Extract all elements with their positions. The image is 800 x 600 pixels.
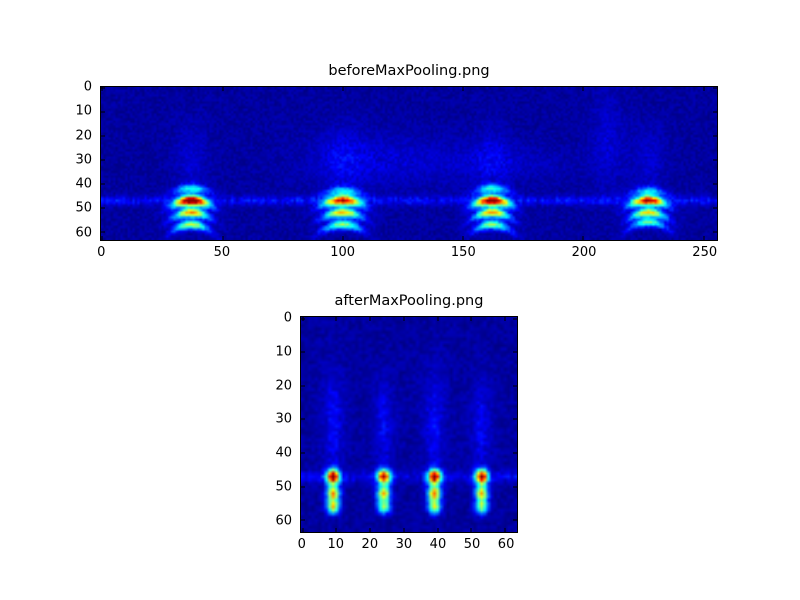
- y-tick-label: 30: [275, 411, 292, 427]
- x-tick-label: 30: [395, 537, 413, 552]
- x-axis-before: 0 50 100 150 200 250: [97, 240, 718, 264]
- y-tick-mark: [513, 452, 517, 454]
- y-tick-label: 40: [275, 445, 292, 461]
- y-tick-mark: [101, 111, 105, 113]
- x-tick-mark: [222, 236, 224, 240]
- heatmap-plot-after: 0 10 20 30 40 50 60 0 10 20 30 40 50 60: [275, 310, 518, 552]
- y-tick-label: 50: [275, 479, 292, 495]
- x-tick-label: 50: [213, 245, 231, 260]
- y-tick-mark: [101, 183, 105, 185]
- y-tick-mark: [513, 351, 517, 353]
- heatmap-canvas-after: [301, 317, 517, 532]
- y-tick-label: 60: [275, 513, 292, 529]
- heatmap-plot-before: 0 10 20 30 40 50 60 0 50 100 150 200 250: [75, 80, 718, 260]
- y-tick-mark: [301, 351, 305, 353]
- y-tick-mark: [301, 385, 305, 387]
- x-tick-mark: [342, 236, 344, 240]
- x-tick-label: 20: [361, 537, 379, 552]
- x-tick-label: 0: [297, 537, 306, 552]
- y-tick-mark: [101, 159, 105, 161]
- y-tick-label: 0: [283, 310, 292, 326]
- x-tick-mark: [403, 528, 405, 532]
- x-tick-mark: [369, 528, 371, 532]
- y-tick-mark: [713, 87, 717, 89]
- x-tick-label: 100: [330, 245, 356, 260]
- x-tick-mark: [302, 528, 304, 532]
- y-tick-label: 20: [275, 378, 292, 393]
- x-tick-mark: [504, 528, 506, 532]
- x-tick-mark: [335, 317, 337, 321]
- y-tick-mark: [301, 486, 305, 488]
- y-tick-label: 30: [75, 152, 92, 168]
- y-axis-before: 0 10 20 30 40 50 60: [55, 80, 101, 241]
- y-tick-label: 10: [275, 344, 292, 360]
- x-tick-mark: [335, 528, 337, 532]
- y-axis-after: 0 10 20 30 40 50 60: [255, 310, 301, 533]
- y-tick-mark: [713, 231, 717, 233]
- y-tick-mark: [101, 135, 105, 137]
- y-tick-mark: [301, 418, 305, 420]
- x-tick-label: 10: [327, 537, 345, 552]
- x-tick-label: 40: [429, 537, 447, 552]
- y-tick-mark: [513, 418, 517, 420]
- y-tick-mark: [101, 231, 105, 233]
- y-tick-mark: [513, 486, 517, 488]
- x-tick-mark: [582, 236, 584, 240]
- chart-before-maxpooling: beforeMaxPooling.png 0 10 20 30 40 50 60 0 50 10…: [75, 63, 718, 260]
- chart-title-before: beforeMaxPooling.png: [328, 63, 490, 79]
- x-tick-mark: [342, 87, 344, 91]
- x-tick-mark: [504, 317, 506, 321]
- x-tick-label: 200: [571, 245, 597, 260]
- y-tick-mark: [713, 183, 717, 185]
- chart-after-maxpooling: afterMaxPooling.png 0 10 20 30 40 50 60 0 10 20 3…: [275, 293, 518, 552]
- x-tick-mark: [703, 87, 705, 91]
- y-tick-mark: [301, 318, 305, 320]
- x-tick-mark: [462, 236, 464, 240]
- x-axis-after: 0 10 20 30 40 50 60: [297, 532, 518, 556]
- x-tick-mark: [462, 87, 464, 91]
- x-tick-mark: [703, 236, 705, 240]
- chart-title-after: afterMaxPooling.png: [334, 293, 484, 309]
- x-tick-label: 60: [497, 537, 515, 552]
- y-tick-mark: [101, 87, 105, 89]
- y-tick-mark: [713, 207, 717, 209]
- x-tick-mark: [437, 317, 439, 321]
- x-tick-mark: [101, 236, 103, 240]
- x-tick-label: 250: [692, 245, 718, 260]
- y-tick-mark: [301, 519, 305, 521]
- x-tick-mark: [222, 87, 224, 91]
- y-tick-mark: [101, 207, 105, 209]
- y-tick-mark: [513, 318, 517, 320]
- y-tick-mark: [301, 452, 305, 454]
- y-tick-label: 50: [75, 200, 92, 216]
- y-tick-mark: [713, 135, 717, 137]
- x-tick-mark: [582, 87, 584, 91]
- x-tick-mark: [101, 87, 103, 91]
- y-tick-mark: [713, 159, 717, 161]
- y-tick-label: 60: [75, 225, 92, 241]
- heatmap-canvas-before: [101, 87, 717, 240]
- y-tick-label: 40: [75, 176, 92, 192]
- x-tick-mark: [403, 317, 405, 321]
- x-tick-mark: [470, 528, 472, 532]
- x-tick-label: 150: [450, 245, 476, 260]
- y-tick-mark: [713, 111, 717, 113]
- x-tick-mark: [470, 317, 472, 321]
- y-tick-label: 20: [75, 128, 92, 144]
- y-tick-mark: [513, 385, 517, 387]
- x-tick-mark: [437, 528, 439, 532]
- x-tick-label: 0: [97, 245, 106, 260]
- y-tick-mark: [513, 519, 517, 521]
- y-tick-label: 0: [83, 79, 92, 95]
- y-tick-label: 10: [75, 103, 92, 119]
- x-tick-mark: [369, 317, 371, 321]
- x-tick-label: 50: [463, 537, 481, 552]
